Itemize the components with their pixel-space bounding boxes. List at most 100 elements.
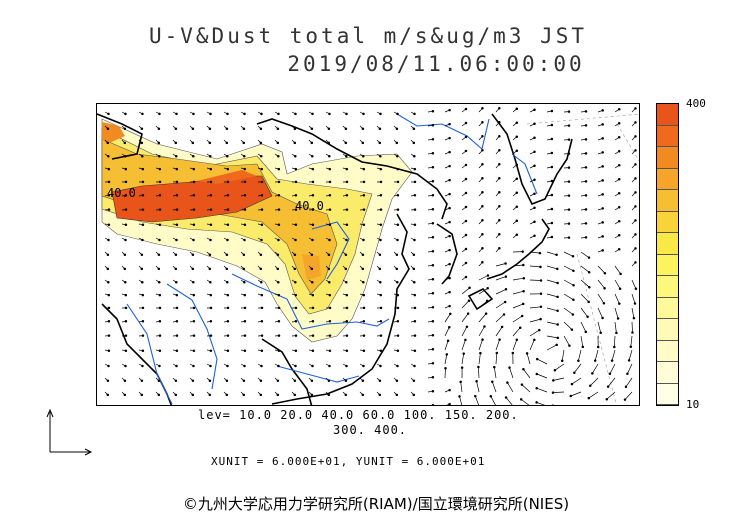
wind-arrow-head — [601, 193, 604, 196]
wind-arrow — [592, 363, 599, 374]
wind-arrow-head — [175, 238, 178, 242]
wind-arrow-head — [550, 123, 554, 127]
wind-arrow-head — [107, 223, 111, 226]
wind-arrow-head — [481, 338, 484, 341]
wind-arrow-head — [413, 364, 416, 368]
wind-arrow-head — [413, 223, 417, 226]
wind-arrow — [478, 300, 488, 309]
wind-arrow-head — [602, 302, 606, 305]
wind-arrow-head — [431, 235, 435, 239]
wind-arrow-head — [141, 364, 144, 368]
wind-arrow-head — [362, 293, 366, 297]
wind-arrow — [495, 263, 506, 267]
contour-label-east: 40.0 — [295, 199, 324, 213]
wind-arrow-head — [623, 398, 627, 401]
wind-arrow-head — [174, 393, 178, 397]
wind-arrow — [461, 313, 469, 323]
wind-arrow-head — [158, 180, 162, 184]
wind-arrow-head — [570, 382, 574, 386]
wind-arrow-head — [431, 165, 435, 169]
wind-arrow-head — [525, 352, 529, 355]
wind-arrow-head — [277, 180, 281, 184]
wind-arrow-head — [567, 222, 571, 225]
wind-arrow-head — [396, 112, 399, 116]
wind-arrow-head — [431, 193, 435, 197]
wind-arrow-head — [192, 364, 195, 368]
wind-arrow-head — [260, 194, 264, 197]
wind-arrow-head — [158, 194, 162, 197]
wind-arrow-head — [174, 253, 178, 257]
wind-arrow-head — [533, 192, 536, 196]
wind-arrow-head — [277, 281, 280, 284]
wind-arrow — [597, 279, 605, 289]
wind-arrow-head — [328, 320, 332, 323]
wind-arrow-head — [243, 349, 247, 352]
wind-arrow-head — [175, 281, 178, 284]
wind-arrow-head — [378, 393, 382, 397]
wind-arrow-head — [311, 112, 314, 116]
wind-arrow-head — [431, 389, 435, 393]
wind-arrow — [529, 318, 541, 323]
wind-arrow-head — [124, 364, 127, 368]
colorbar-segment — [657, 190, 678, 212]
wind-arrow — [563, 335, 570, 346]
wind-arrow-head — [328, 223, 332, 226]
wind-arrow-head — [601, 207, 604, 210]
wind-arrow — [614, 293, 620, 304]
wind-arrow-head — [481, 205, 484, 208]
map-timestamp: 2019/08/11.06:00:00 — [287, 52, 585, 76]
wind-arrow — [631, 321, 633, 333]
wind-arrow-head — [459, 380, 462, 384]
wind-arrow-head — [464, 219, 468, 223]
wind-arrow-head — [477, 365, 480, 369]
wind-arrow-head — [107, 349, 111, 352]
wind-arrow-head — [157, 379, 161, 383]
wind-arrow — [512, 264, 524, 267]
wind-arrow — [546, 279, 558, 284]
wind-arrow-head — [551, 391, 555, 394]
wind-arrow-head — [572, 269, 575, 273]
wind-arrow-head — [560, 359, 564, 363]
wind-arrow — [478, 353, 481, 365]
wind-arrow-head — [141, 208, 145, 211]
wind-arrow-head — [260, 112, 263, 116]
wind-arrow-head — [379, 320, 383, 323]
wind-arrow-head — [107, 112, 110, 116]
wind-arrow-head — [460, 366, 464, 369]
wind-arrow-head — [556, 309, 559, 313]
wind-arrow-head — [106, 379, 110, 383]
wind-arrow-head — [617, 247, 621, 251]
wind-arrow-head — [413, 194, 417, 197]
wind-arrow-head — [498, 106, 501, 110]
wind-arrow — [553, 377, 565, 381]
wind-arrow-head — [506, 381, 509, 384]
wind-arrow-head — [192, 238, 195, 242]
wind-arrow-head — [141, 112, 144, 116]
wind-arrow-head — [191, 393, 195, 397]
wind-arrow-head — [192, 349, 196, 352]
wind-arrow-head — [396, 155, 399, 158]
wind-arrow-head — [328, 194, 332, 197]
wind-arrow-head — [464, 107, 468, 111]
wind-arrow-head — [584, 124, 588, 127]
wind-arrow-head — [601, 165, 604, 168]
wind-arrow-head — [552, 379, 555, 382]
wind-arrow-head — [107, 364, 110, 368]
wind-arrow-head — [577, 359, 580, 362]
wind-arrow-head — [448, 136, 451, 140]
wind-arrow-head — [431, 333, 435, 337]
wind-arrow-head — [277, 334, 281, 337]
wind-arrow-head — [175, 349, 179, 352]
wind-arrow — [607, 377, 616, 387]
wind-arrow-head — [504, 275, 508, 278]
colorbar-segment — [657, 254, 678, 276]
wind-arrow-head — [311, 180, 315, 184]
wind-arrow-head — [191, 253, 195, 257]
wind-arrow-head — [413, 281, 416, 284]
wind-arrow-head — [124, 194, 128, 197]
wind-arrow-head — [431, 277, 435, 281]
wind-arrow-head — [464, 205, 468, 209]
wind-arrow-head — [413, 320, 417, 323]
wind-arrow-head — [362, 238, 365, 242]
wind-arrow-head — [158, 223, 162, 226]
